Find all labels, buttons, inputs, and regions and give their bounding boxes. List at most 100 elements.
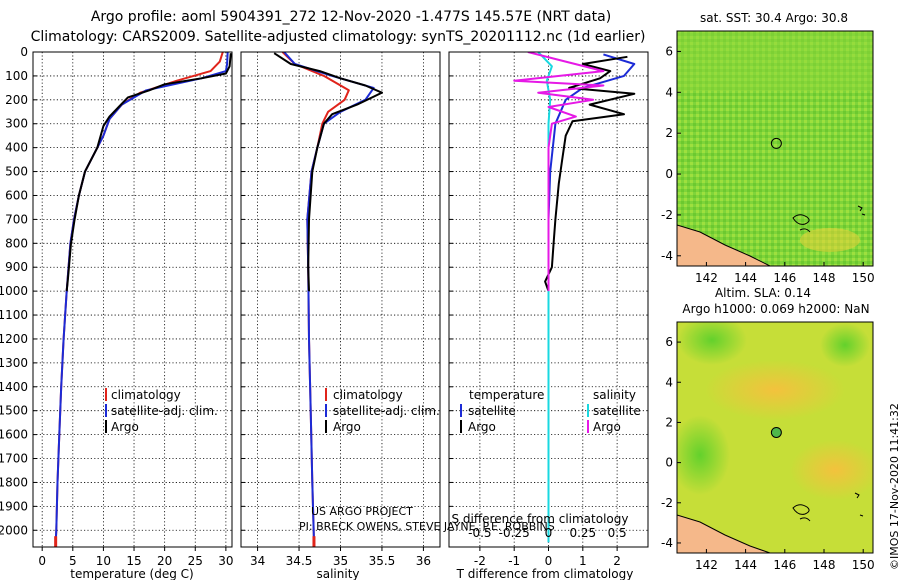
sla-map-field xyxy=(677,322,873,553)
temperature-profile-panel: 0 5 10 15 20 25 30 0 100 200 300 400 500 600 700 800 90… xyxy=(0,45,234,580)
depth-tick-label: 1100 xyxy=(0,308,28,322)
salinity-profile-panel: 34 34.5 35 35.5 36 salinity climatology sate… xyxy=(240,51,555,580)
depth-tick-label: 700 xyxy=(5,212,28,226)
sst-field-north xyxy=(677,31,873,91)
legend-temperature-title: temperature xyxy=(469,388,544,402)
legend-t-satellite-label: satellite xyxy=(468,404,516,418)
x-tick-label: 20 xyxy=(157,554,172,568)
lat-tick-label: 6 xyxy=(665,335,673,349)
temperature-legend: climatology satellite-adj. clim. Argo xyxy=(105,388,218,434)
x-tick-label: 5 xyxy=(69,554,77,568)
sst-map-frame xyxy=(676,30,874,267)
legend-climatology-label: climatology xyxy=(333,388,403,402)
temperature-xlabel: temperature (deg C) xyxy=(70,567,193,580)
sla-map-ticks: 142 144 146 148 150 6 4 2 0 -2 -4 xyxy=(661,335,875,572)
x-tick-label: 0 xyxy=(545,554,553,568)
s-diff-tick-label: -0.5 xyxy=(468,526,491,540)
salinity-legend: climatology satellite-adj. clim. Argo xyxy=(325,388,440,434)
sst-map-panel: sat. SST: 30.4 Argo: 30.8 142 144 146 148 15… xyxy=(661,11,875,285)
salinity-x-ticks: 34 34.5 35 35.5 36 xyxy=(250,547,431,568)
temperature-x-ticks: 0 5 10 15 20 25 30 xyxy=(38,547,234,568)
lat-tick-label: -2 xyxy=(661,496,673,510)
legend-t-argo-label: Argo xyxy=(468,420,496,434)
lon-tick-label: 148 xyxy=(813,271,836,285)
imos-timestamp: ©IMOS 17-Nov-2020 11:41:32 xyxy=(878,340,900,570)
lat-tick-label: 0 xyxy=(665,167,673,181)
lon-tick-label: 148 xyxy=(813,558,836,572)
sla-low-patch xyxy=(820,323,870,367)
temperature-plot-frame xyxy=(32,51,233,548)
x-tick-label: 25 xyxy=(188,554,203,568)
series-line-s-satellite xyxy=(537,52,553,543)
x-tick-label: 1 xyxy=(579,554,587,568)
difference-legend: temperature satellite Argo salinity sate… xyxy=(460,388,641,434)
depth-tick-label: 800 xyxy=(5,236,28,250)
island-outline xyxy=(792,504,810,515)
sla-high-patch xyxy=(790,440,873,500)
figure-title-line1: Argo profile: aoml 5904391_272 12-Nov-20… xyxy=(91,9,611,25)
depth-tick-label: 1300 xyxy=(0,356,28,370)
salinity-grid xyxy=(241,51,440,547)
lon-tick-label: 142 xyxy=(695,271,718,285)
island-outline xyxy=(799,517,811,522)
sla-low-patch xyxy=(677,415,730,495)
land-new-guinea xyxy=(677,224,771,266)
sla-map-frame xyxy=(676,321,874,554)
lon-tick-label: 142 xyxy=(695,558,718,572)
x-tick-label: 30 xyxy=(218,554,233,568)
depth-tick-label: 1900 xyxy=(0,499,28,513)
island-outline xyxy=(857,205,866,216)
x-tick-label: 34 xyxy=(250,554,265,568)
depth-tick-label: 1800 xyxy=(0,475,28,489)
x-tick-label: 35.5 xyxy=(369,554,396,568)
s-diff-tick-label: 0 xyxy=(545,526,553,540)
difference-series xyxy=(513,52,636,543)
temperature-grid xyxy=(33,51,232,547)
difference-x-ticks: -2 -1 0 1 2 xyxy=(474,547,621,568)
sst-map-ticks: 142 144 146 148 150 6 4 2 0 -2 -4 xyxy=(661,44,875,285)
depth-tick-label: 0 xyxy=(20,45,28,59)
series-line-s-argo xyxy=(513,52,605,292)
difference-xlabel: T difference from climatology xyxy=(456,567,634,580)
legend-climatology-label: climatology xyxy=(111,388,181,402)
series-line-satellite-adj-clim- xyxy=(283,52,375,543)
sst-map-field xyxy=(677,31,873,266)
sla-map-subtitle: Argo h1000: 0.069 h2000: NaN xyxy=(682,302,869,316)
legend-satellite-adj-label: satellite-adj. clim. xyxy=(111,404,218,418)
lat-tick-label: 0 xyxy=(665,456,673,470)
island-outline xyxy=(799,228,811,233)
depth-tick-label: 2000 xyxy=(0,523,28,537)
legend-argo-label: Argo xyxy=(111,420,139,434)
imos-timestamp-text: ©IMOS 17-Nov-2020 11:41:32 xyxy=(888,403,900,570)
depth-tick-label: 100 xyxy=(5,69,28,83)
legend-s-argo-label: Argo xyxy=(593,420,621,434)
sla-low-patch xyxy=(677,322,747,365)
x-tick-label: 2 xyxy=(613,554,621,568)
depth-tick-label: 1200 xyxy=(0,332,28,346)
x-tick-label: 35 xyxy=(333,554,348,568)
depth-ticks: 0 100 200 300 400 500 600 700 800 900 1000 1100 1200… xyxy=(0,45,28,537)
sla-map-title: Altim. SLA: 0.14 xyxy=(715,286,811,300)
credit-pi: PI: BRECK OWENS, STEVE JAYNE, P.E. ROBBI… xyxy=(299,520,555,533)
lat-tick-label: 2 xyxy=(665,415,673,429)
depth-tick-label: 900 xyxy=(5,260,28,274)
depth-tick-label: 1700 xyxy=(0,452,28,466)
series-line-t-argo xyxy=(544,55,636,292)
series-line-climatology xyxy=(54,52,224,543)
argo-position-marker xyxy=(770,137,782,149)
lon-tick-label: 146 xyxy=(773,558,796,572)
x-tick-label: 36 xyxy=(416,554,431,568)
x-tick-label: -2 xyxy=(474,554,486,568)
x-tick-label: -1 xyxy=(508,554,520,568)
depth-tick-label: 1400 xyxy=(0,380,28,394)
lon-tick-label: 150 xyxy=(852,558,875,572)
depth-tick-label: 200 xyxy=(5,93,28,107)
island-outline xyxy=(792,214,810,225)
series-line-argo xyxy=(273,52,383,292)
depth-tick-label: 1000 xyxy=(0,284,28,298)
lon-tick-label: 144 xyxy=(734,558,757,572)
salinity-xlabel: salinity xyxy=(316,567,359,580)
land-new-guinea xyxy=(677,514,771,553)
s-diff-tick-label: 0.25 xyxy=(569,526,596,540)
